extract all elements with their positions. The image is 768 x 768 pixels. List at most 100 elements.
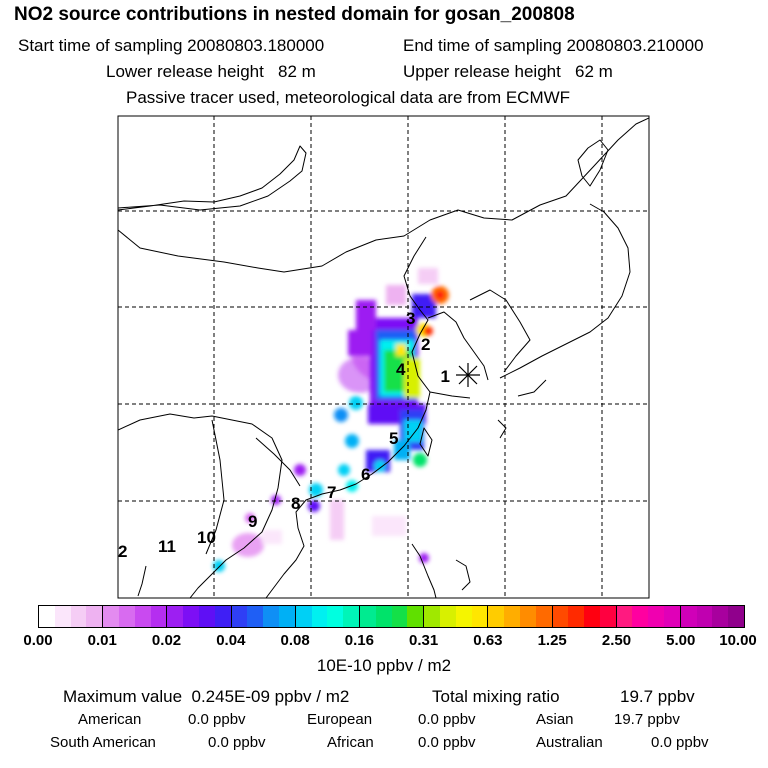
colorbar-segment: [39, 606, 104, 627]
colorbar-swatch: [70, 606, 87, 627]
maximum-value-number: 0.245E-09 ppbv / m2: [191, 687, 350, 706]
colorbar-tick-label: 0.16: [344, 632, 374, 649]
region-label-9: 9: [248, 512, 257, 531]
colorbar-segment: [103, 606, 168, 627]
region-label-6: 6: [361, 465, 370, 484]
colorbar-swatch: [295, 606, 312, 627]
maximum-value: Maximum value 0.245E-09 ppbv / m2: [63, 687, 349, 707]
region-label-11: 11: [158, 537, 176, 556]
region-name: European: [307, 711, 373, 728]
colorbar-tick-label: 0.31: [409, 632, 439, 649]
colorbar-swatch: [407, 606, 424, 627]
total-mixing-ratio-value: 19.7 ppbv: [620, 687, 695, 706]
colorbar-swatch: [39, 606, 55, 627]
region-name: American: [78, 711, 142, 728]
colorbar-swatch: [664, 606, 680, 627]
colorbar-segment: [552, 606, 617, 627]
colorbar-tick-label: 0.08: [280, 632, 310, 649]
region-label-2-west: 2: [118, 542, 127, 561]
colorbar-swatch: [167, 606, 184, 627]
total-mixing-ratio: Total mixing ratio: [432, 687, 560, 707]
colorbar-tick-label: 0.02: [151, 632, 182, 649]
colorbar-swatch: [439, 606, 456, 627]
maximum-value-label: Maximum value: [63, 687, 183, 706]
start-time: Start time of sampling 20080803.180000: [18, 36, 325, 55]
lower-release-height: Lower release height 82 m: [106, 62, 316, 82]
colorbar-segment: [616, 606, 681, 627]
colorbar-swatch: [231, 606, 248, 627]
colorbar-segment: [488, 606, 553, 627]
colorbar-swatch: [471, 606, 488, 627]
region-labels: 2 3 4 5 6 7 8 9 10 11 2: [118, 309, 430, 561]
colorbar-swatch: [198, 606, 215, 627]
colorbar-swatch: [214, 606, 231, 627]
colorbar-swatch: [504, 606, 520, 627]
colorbar-swatch: [343, 606, 359, 627]
colorbar-segment: [231, 606, 296, 627]
plot-title: NO2 source contributions in nested domai…: [14, 4, 575, 25]
lower-release-value: 82 m: [278, 62, 316, 81]
colorbar-swatch: [712, 606, 729, 627]
colorbar-swatch: [134, 606, 151, 627]
colorbar-tick-label: 2.50: [601, 632, 632, 649]
colorbar-tick-label: 0.04: [216, 632, 246, 649]
region-value: 0.0 ppbv: [418, 711, 476, 728]
receptor-label: 1: [441, 367, 450, 386]
region-name: African: [327, 734, 374, 751]
receptor-marker: [456, 363, 480, 387]
colorbar-swatch: [696, 606, 713, 627]
colorbar-swatch: [391, 606, 408, 627]
tracer-note: Passive tracer used, meteorological data…: [126, 88, 571, 107]
colorbar-swatch: [183, 606, 199, 627]
colorbar-swatch: [359, 606, 376, 627]
colorbar-swatch: [680, 606, 697, 627]
lat-lon-grid: [118, 116, 649, 598]
colorbar-swatch: [327, 606, 344, 627]
colorbar-swatch: [584, 606, 600, 627]
colorbar-swatch: [424, 606, 440, 627]
region-value: 19.7 ppbv: [614, 711, 680, 728]
colorbar-segment: [424, 606, 489, 627]
region-name: South American: [50, 734, 156, 751]
region-value: 0.0 ppbv: [418, 734, 476, 751]
region-label-2: 2: [421, 335, 430, 354]
region-label-8: 8: [291, 494, 300, 513]
region-label-4: 4: [396, 360, 406, 379]
colorbar: [38, 605, 745, 628]
lower-release-label: Lower release height: [106, 62, 264, 81]
region-name: Australian: [536, 734, 603, 751]
region-label-7: 7: [327, 483, 336, 502]
colorbar-segment: [295, 606, 360, 627]
region-value: 0.0 ppbv: [651, 734, 709, 751]
region-label-3: 3: [406, 309, 415, 328]
colorbar-swatch: [263, 606, 279, 627]
upper-release-label: Upper release height: [403, 62, 561, 81]
concentration-field: [213, 268, 449, 572]
colorbar-swatch: [568, 606, 585, 627]
colorbar-tick-label: 1.25: [537, 632, 567, 649]
colorbar-swatch: [455, 606, 472, 627]
colorbar-swatch: [535, 606, 552, 627]
colorbar-swatch: [86, 606, 103, 627]
colorbar-swatch: [278, 606, 295, 627]
region-name: Asian: [536, 711, 574, 728]
colorbar-swatch: [103, 606, 119, 627]
colorbar-segment: [167, 606, 232, 627]
colorbar-tick-label: 0.01: [87, 632, 117, 649]
colorbar-segment: [680, 606, 745, 627]
colorbar-swatch: [616, 606, 633, 627]
region-label-5: 5: [389, 429, 398, 448]
colorbar-swatch: [599, 606, 616, 627]
region-value: 0.0 ppbv: [188, 711, 246, 728]
colorbar-tick-label: 5.00: [666, 632, 696, 649]
colorbar-units: 10E-10 ppbv / m2: [316, 656, 452, 675]
colorbar-swatch: [552, 606, 569, 627]
colorbar-swatch: [648, 606, 665, 627]
colorbar-swatch: [54, 606, 71, 627]
colorbar-swatch: [311, 606, 328, 627]
colorbar-tick-label: 0.00: [23, 632, 53, 649]
colorbar-swatch: [632, 606, 649, 627]
colorbar-swatch: [118, 606, 135, 627]
colorbar-swatch: [728, 606, 745, 627]
